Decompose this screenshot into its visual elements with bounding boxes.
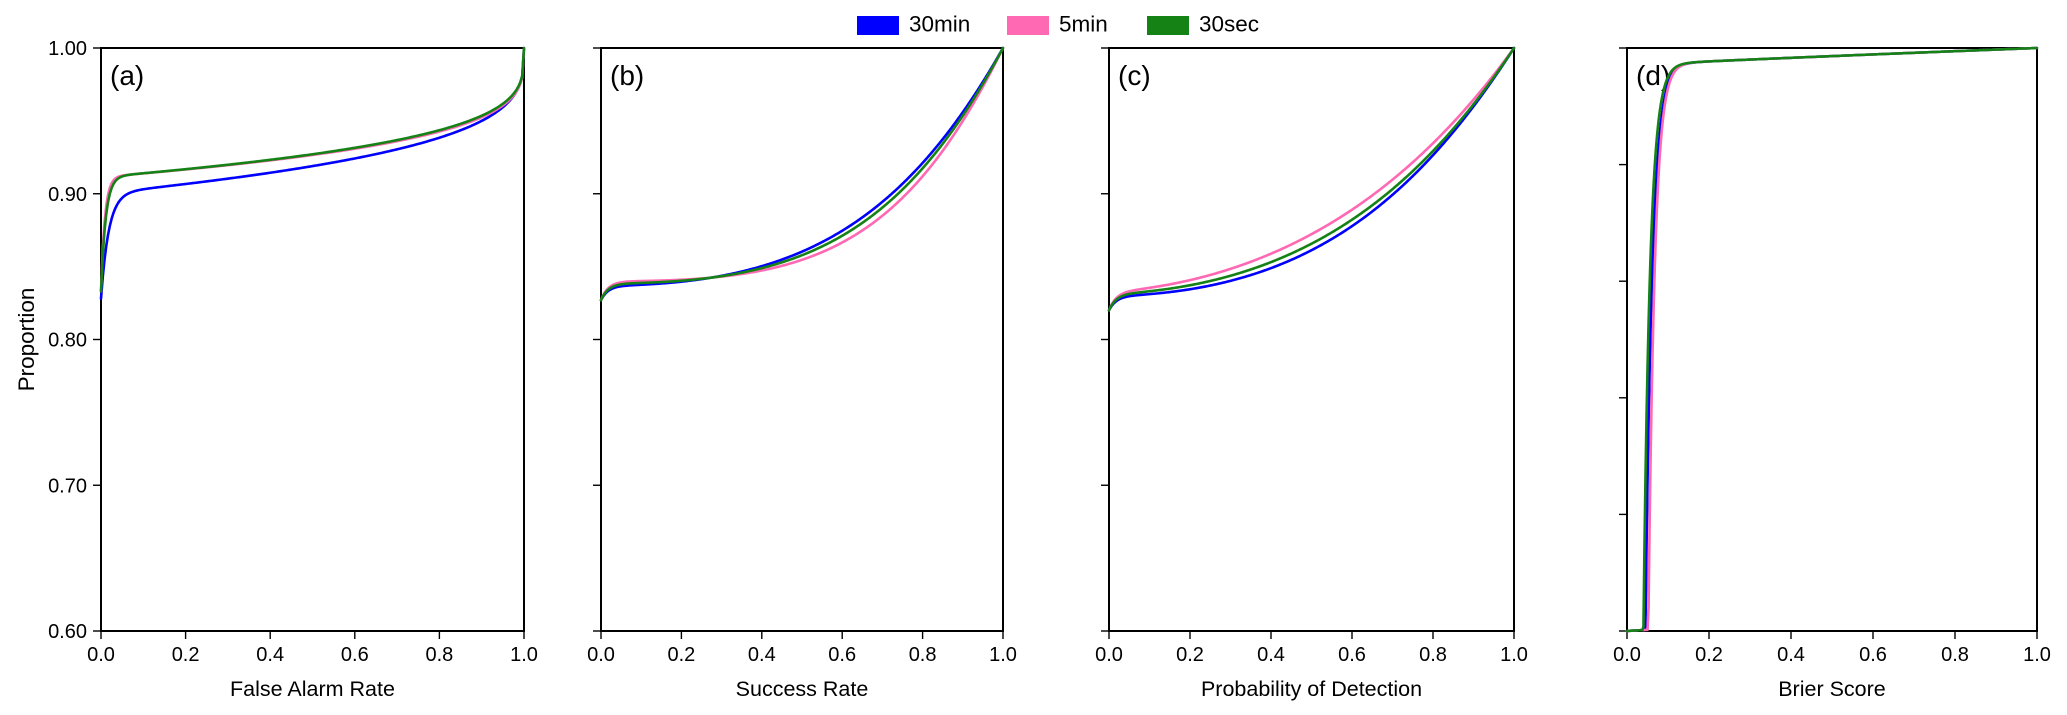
svg-text:0.0: 0.0 — [1095, 644, 1123, 666]
svg-text:0.0: 0.0 — [87, 644, 115, 666]
svg-text:1.0: 1.0 — [1500, 644, 1528, 666]
svg-text:0.2: 0.2 — [172, 644, 200, 666]
svg-text:0.8: 0.8 — [909, 644, 937, 666]
svg-text:1.0: 1.0 — [2023, 644, 2051, 666]
svg-text:1.00: 1.00 — [48, 38, 87, 60]
svg-text:0.4: 0.4 — [1777, 644, 1805, 666]
svg-text:0.2: 0.2 — [1176, 644, 1204, 666]
svg-text:Brier Score: Brier Score — [1778, 677, 1886, 701]
svg-text:0.0: 0.0 — [1613, 644, 1641, 666]
svg-text:(a): (a) — [110, 60, 144, 91]
svg-text:0.4: 0.4 — [256, 644, 284, 666]
svg-text:1.0: 1.0 — [989, 644, 1017, 666]
svg-text:0.70: 0.70 — [48, 475, 87, 497]
svg-text:1.0: 1.0 — [510, 644, 538, 666]
svg-text:Success Rate: Success Rate — [736, 677, 869, 701]
svg-text:(b): (b) — [610, 60, 644, 91]
svg-text:0.8: 0.8 — [425, 644, 453, 666]
svg-text:0.4: 0.4 — [748, 644, 776, 666]
svg-text:0.4: 0.4 — [1257, 644, 1285, 666]
svg-text:Proportion: Proportion — [14, 288, 39, 392]
svg-text:0.6: 0.6 — [1859, 644, 1887, 666]
svg-text:0.60: 0.60 — [48, 621, 87, 643]
svg-text:0.0: 0.0 — [587, 644, 615, 666]
svg-text:0.2: 0.2 — [667, 644, 695, 666]
svg-text:0.6: 0.6 — [1338, 644, 1366, 666]
svg-text:0.80: 0.80 — [48, 330, 87, 352]
svg-text:0.2: 0.2 — [1695, 644, 1723, 666]
svg-text:30sec: 30sec — [1199, 12, 1259, 37]
svg-text:0.8: 0.8 — [1941, 644, 1969, 666]
svg-text:Probability of Detection: Probability of Detection — [1201, 677, 1422, 701]
svg-text:(c): (c) — [1118, 60, 1151, 91]
svg-text:0.8: 0.8 — [1419, 644, 1447, 666]
svg-text:5min: 5min — [1059, 12, 1108, 37]
svg-text:0.6: 0.6 — [341, 644, 369, 666]
svg-text:30min: 30min — [909, 12, 970, 37]
svg-text:0.6: 0.6 — [828, 644, 856, 666]
svg-text:0.90: 0.90 — [48, 184, 87, 206]
svg-text:False Alarm Rate: False Alarm Rate — [230, 677, 395, 701]
